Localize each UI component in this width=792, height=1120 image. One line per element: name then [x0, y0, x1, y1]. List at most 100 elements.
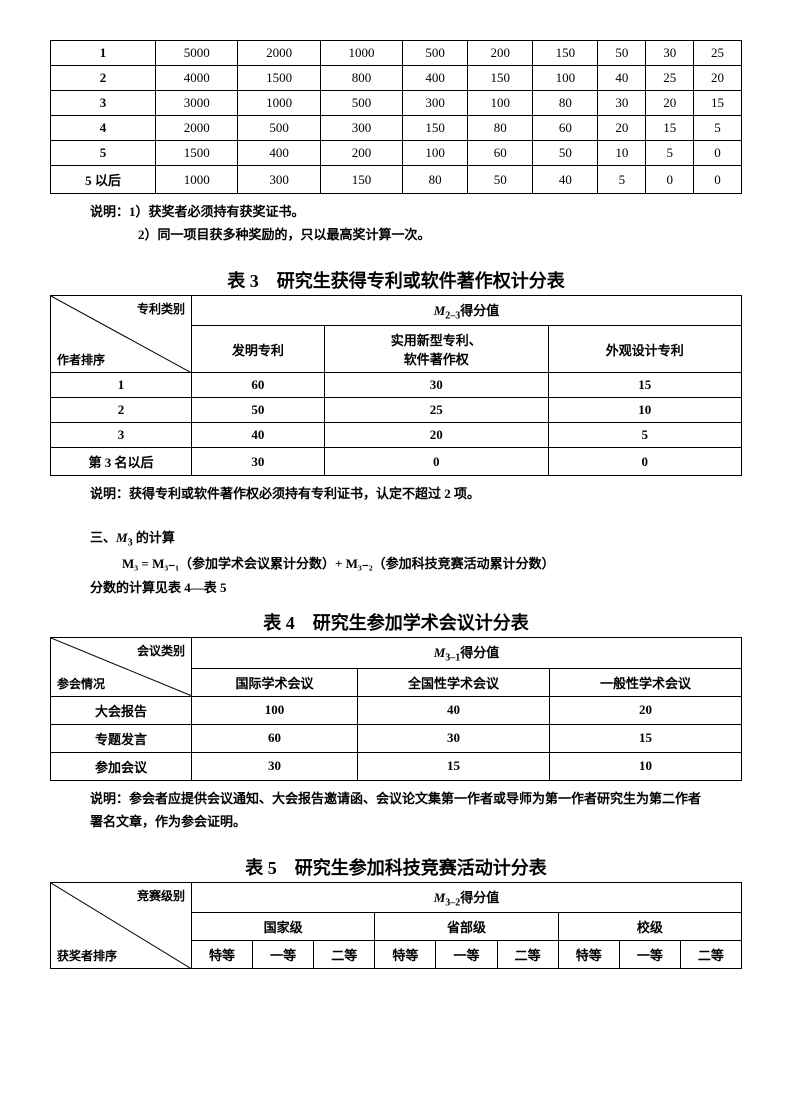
- group-header: 校级: [558, 913, 741, 941]
- diag-bot: 获奖者排序: [57, 947, 117, 964]
- table-cell: 0: [694, 166, 742, 194]
- table-cell: 10: [548, 398, 741, 423]
- table-cell: 500: [320, 91, 402, 116]
- table-cell: 10: [549, 752, 741, 780]
- table-cell: 100: [468, 91, 533, 116]
- score-header: M3–2得分值: [192, 882, 742, 913]
- table-cell: 0: [324, 448, 548, 476]
- table-patent: 专利类别 作者排序 M2–3得分值 发明专利实用新型专利、软件著作权外观设计专利…: [50, 295, 742, 477]
- diag-bot: 参会情况: [57, 675, 105, 692]
- diag-top: 竞赛级别: [137, 887, 185, 904]
- table-cell: 3: [51, 423, 192, 448]
- table-cell: 50: [192, 398, 325, 423]
- col-header: 国际学术会议: [192, 668, 358, 696]
- table-cell: 300: [238, 166, 320, 194]
- table1-note: 说明：1）获奖者必须持有获奖证书。 2）同一项目获多种奖励的，只以最高奖计算一次…: [90, 200, 742, 247]
- table-competition: 竞赛级别 获奖者排序 M3–2得分值 国家级省部级校级 特等一等二等特等一等二等…: [50, 882, 742, 970]
- table-cell: 1500: [156, 141, 238, 166]
- group-header: 国家级: [192, 913, 375, 941]
- table-cell: 5: [51, 141, 156, 166]
- table-cell: 5: [598, 166, 646, 194]
- sub-header: 一等: [253, 941, 314, 969]
- sub-header: 特等: [558, 941, 619, 969]
- table-cell: 15: [694, 91, 742, 116]
- table-cell: 15: [549, 724, 741, 752]
- table-cell: 40: [598, 66, 646, 91]
- table-cell: 25: [324, 398, 548, 423]
- col-header: 发明专利: [192, 326, 325, 373]
- table-cell: 400: [238, 141, 320, 166]
- table-cell: 5 以后: [51, 166, 156, 194]
- table-cell: 80: [403, 166, 468, 194]
- table-cell: 40: [358, 696, 550, 724]
- diag-top: 专利类别: [137, 300, 185, 317]
- table-cell: 1: [51, 373, 192, 398]
- table-cell: 100: [192, 696, 358, 724]
- table-cell: 参加会议: [51, 752, 192, 780]
- table-cell: 15: [646, 116, 694, 141]
- table5-title: 表 5 研究生参加科技竞赛活动计分表: [50, 854, 742, 880]
- table4-title: 表 4 研究生参加学术会议计分表: [50, 609, 742, 635]
- sub-header: 二等: [314, 941, 375, 969]
- table-cell: 60: [468, 141, 533, 166]
- table-cell: 150: [468, 66, 533, 91]
- note-line: 2）同一项目获多种奖励的，只以最高奖计算一次。: [138, 223, 742, 246]
- table-cell: 60: [192, 373, 325, 398]
- table-cell: 15: [358, 752, 550, 780]
- table-cell: 20: [324, 423, 548, 448]
- table-cell: 20: [694, 66, 742, 91]
- m3-section: 三、M3 的计算 M₃ = M₃₋₁（参加学术会议累计分数）+ M₃₋₂（参加科…: [90, 526, 742, 599]
- table-conference: 会议类别 参会情况 M3–1得分值 国际学术会议全国性学术会议一般性学术会议 大…: [50, 637, 742, 781]
- table-cell: 100: [403, 141, 468, 166]
- table-cell: 1000: [238, 91, 320, 116]
- table-cell: 20: [549, 696, 741, 724]
- sub-header: 特等: [375, 941, 436, 969]
- table-cell: 50: [533, 141, 598, 166]
- col-header: 外观设计专利: [548, 326, 741, 373]
- table-cell: 150: [533, 41, 598, 66]
- table-cell: 3000: [156, 91, 238, 116]
- table-cell: 2: [51, 398, 192, 423]
- table-cell: 300: [320, 116, 402, 141]
- table-cell: 800: [320, 66, 402, 91]
- table-cell: 1000: [320, 41, 402, 66]
- table-cell: 300: [403, 91, 468, 116]
- table-cell: 2000: [156, 116, 238, 141]
- diag-header: 会议类别 参会情况: [51, 638, 192, 697]
- table-cell: 3: [51, 91, 156, 116]
- table-cell: 1000: [156, 166, 238, 194]
- table-cell: 2: [51, 66, 156, 91]
- table-awards: 1500020001000500200150503025240001500800…: [50, 40, 742, 194]
- note-line: 说明：1）获奖者必须持有获奖证书。: [90, 200, 742, 223]
- sub-header: 一等: [619, 941, 680, 969]
- sub-header: 二等: [497, 941, 558, 969]
- table-cell: 0: [694, 141, 742, 166]
- table-cell: 400: [403, 66, 468, 91]
- sub-header: 一等: [436, 941, 497, 969]
- table-cell: 50: [468, 166, 533, 194]
- table-cell: 5000: [156, 41, 238, 66]
- table-cell: 30: [358, 724, 550, 752]
- table-cell: 1: [51, 41, 156, 66]
- group-header: 省部级: [375, 913, 558, 941]
- table-cell: 20: [598, 116, 646, 141]
- table-cell: 15: [548, 373, 741, 398]
- table-cell: 5: [646, 141, 694, 166]
- table-cell: 25: [646, 66, 694, 91]
- table-cell: 1500: [238, 66, 320, 91]
- table-cell: 5: [548, 423, 741, 448]
- table-cell: 500: [238, 116, 320, 141]
- table3-title: 表 3 研究生获得专利或软件著作权计分表: [50, 267, 742, 293]
- table-cell: 30: [192, 448, 325, 476]
- diag-top: 会议类别: [137, 642, 185, 659]
- table-cell: 40: [192, 423, 325, 448]
- table-cell: 200: [468, 41, 533, 66]
- score-header: M3–1得分值: [192, 638, 742, 669]
- col-header: 一般性学术会议: [549, 668, 741, 696]
- table-cell: 10: [598, 141, 646, 166]
- diag-header: 竞赛级别 获奖者排序: [51, 882, 192, 969]
- table-cell: 2000: [238, 41, 320, 66]
- col-header: 全国性学术会议: [358, 668, 550, 696]
- m3-line3: 分数的计算见表 4—表 5: [90, 576, 742, 599]
- table-cell: 专题发言: [51, 724, 192, 752]
